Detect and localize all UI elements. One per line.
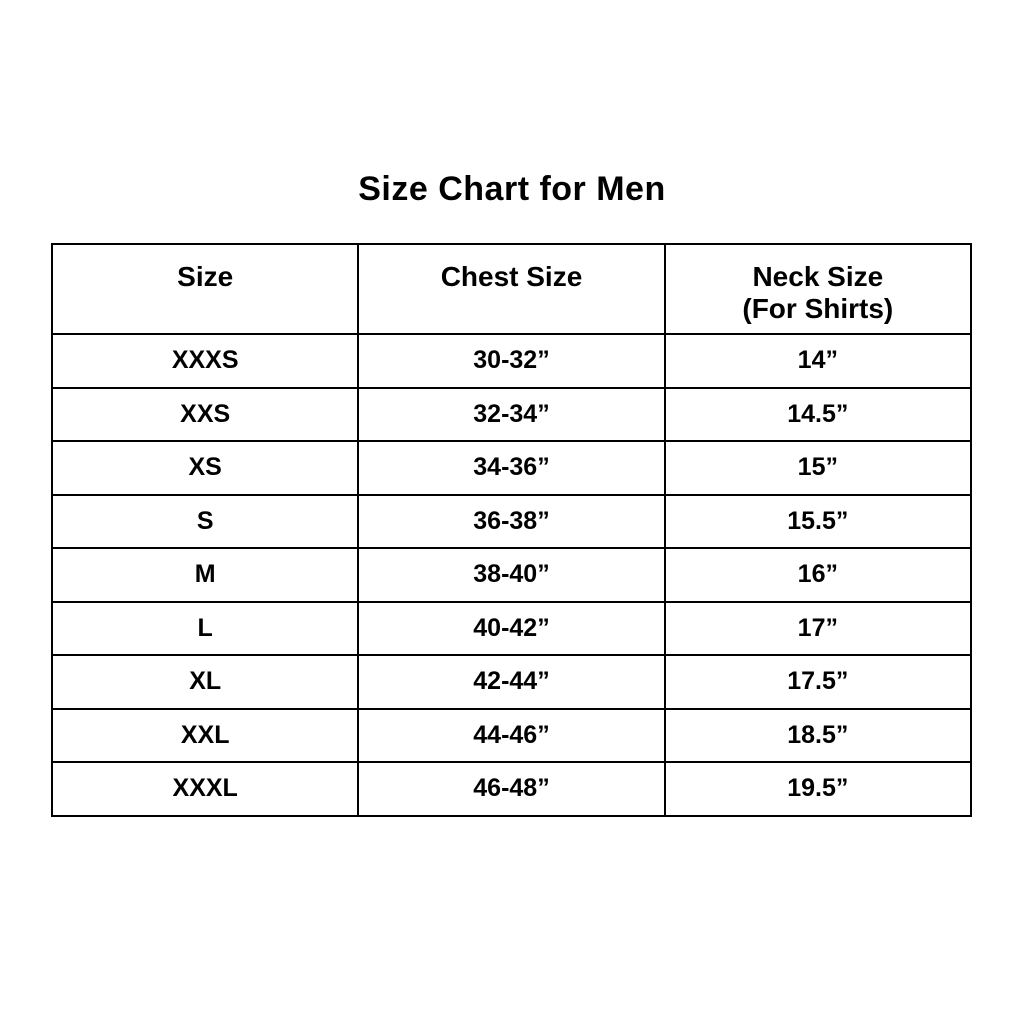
table-row: S 36-38” 15.5” — [50, 493, 973, 549]
chest-size-cell: 38-40” — [357, 547, 666, 603]
column-header-neck-size: Neck Size (For Shirts) — [663, 243, 973, 335]
size-cell: XS — [50, 440, 360, 496]
size-cell: L — [50, 600, 360, 656]
chest-size-cell: 30-32” — [357, 333, 666, 389]
column-header-chest-size: Chest Size — [357, 243, 666, 335]
neck-size-cell: 17.5” — [663, 654, 973, 710]
size-cell: XXS — [50, 386, 360, 442]
neck-size-label: Neck Size — [752, 261, 884, 292]
chest-size-cell: 34-36” — [357, 440, 666, 496]
table-row: XXXL 46-48” 19.5” — [50, 761, 973, 817]
neck-size-cell: 15.5” — [663, 493, 973, 549]
table-row: XXXS 30-32” 14” — [50, 333, 973, 389]
table-row: XS 34-36” 15” — [50, 440, 973, 496]
neck-size-cell: 19.5” — [663, 761, 973, 817]
size-cell: XXXL — [50, 761, 360, 817]
neck-size-cell: 15” — [663, 440, 973, 496]
neck-size-cell: 14.5” — [663, 386, 973, 442]
neck-size-cell: 18.5” — [663, 707, 973, 763]
table-row: XXL 44-46” 18.5” — [50, 707, 973, 763]
chest-size-cell: 44-46” — [357, 707, 666, 763]
size-cell: XXL — [50, 707, 360, 763]
size-chart-table: Size Chest Size Neck Size (For Shirts) X… — [50, 243, 973, 817]
page-title: Size Chart for Men — [358, 170, 666, 208]
size-cell: XL — [50, 654, 360, 710]
table-header-row: Size Chest Size Neck Size (For Shirts) — [50, 243, 973, 335]
table-row: M 38-40” 16” — [50, 547, 973, 603]
chest-size-cell: 46-48” — [357, 761, 666, 817]
chest-size-cell: 32-34” — [357, 386, 666, 442]
chest-size-cell: 36-38” — [357, 493, 666, 549]
size-cell: M — [50, 547, 360, 603]
neck-size-cell: 17” — [663, 600, 973, 656]
neck-size-cell: 14” — [663, 333, 973, 389]
size-cell: S — [50, 493, 360, 549]
table-row: XXS 32-34” 14.5” — [50, 386, 973, 442]
neck-size-sublabel: (For Shirts) — [742, 293, 894, 325]
chest-size-cell: 40-42” — [357, 600, 666, 656]
size-cell: XXXS — [50, 333, 360, 389]
neck-size-cell: 16” — [663, 547, 973, 603]
column-header-size: Size — [50, 243, 360, 335]
chest-size-cell: 42-44” — [357, 654, 666, 710]
table-row: L 40-42” 17” — [50, 600, 973, 656]
table-row: XL 42-44” 17.5” — [50, 654, 973, 710]
